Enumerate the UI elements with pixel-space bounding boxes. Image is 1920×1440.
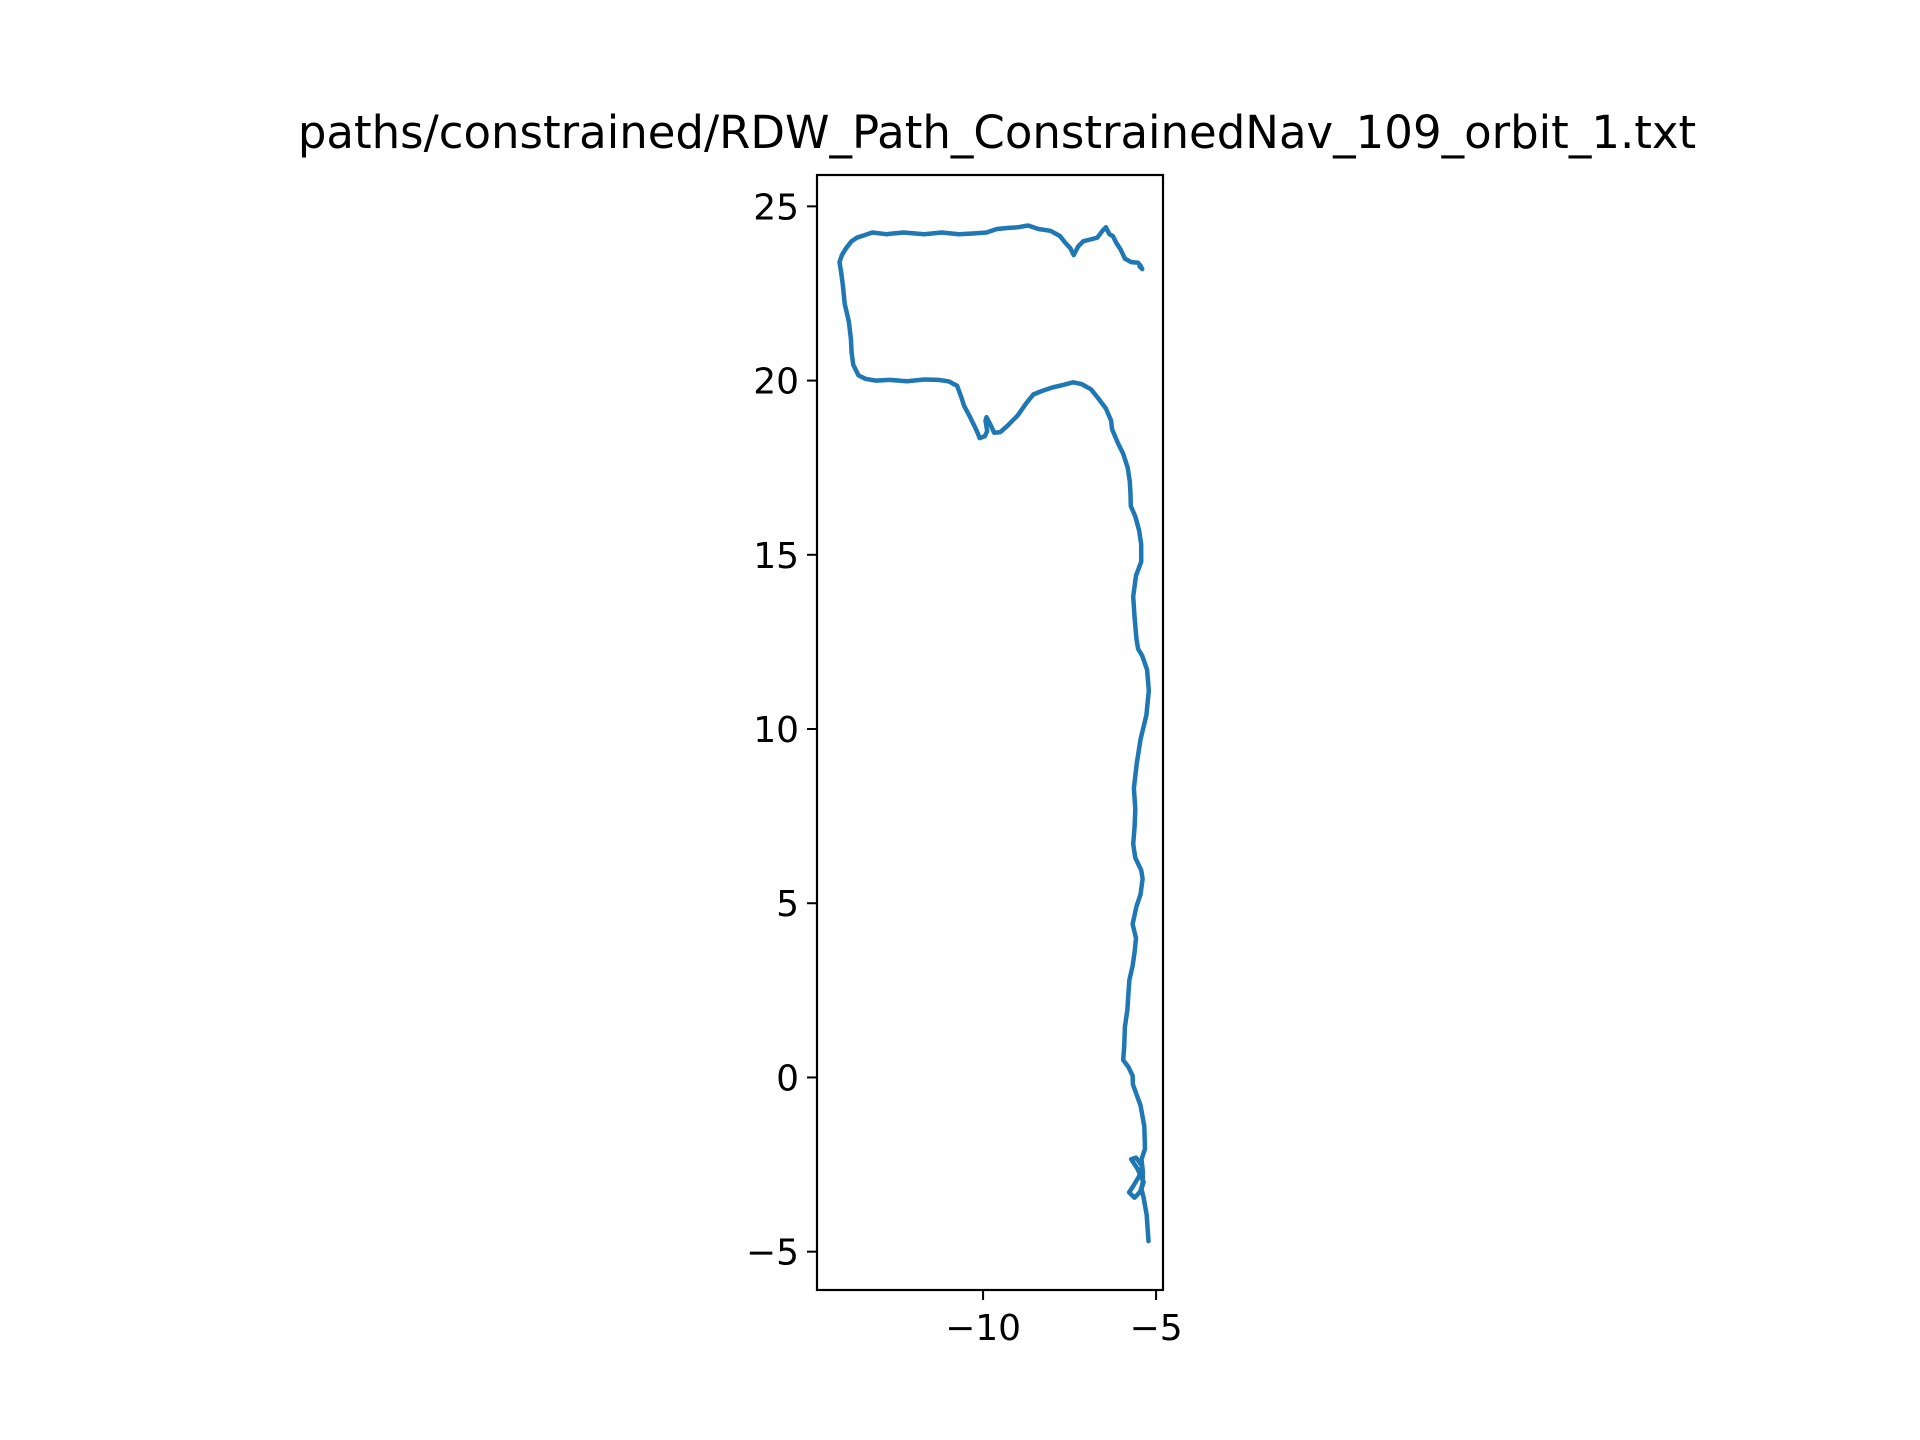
x-tick-label: −5 xyxy=(1130,1308,1183,1349)
trajectory-line xyxy=(837,223,1152,1244)
y-tick-label: 20 xyxy=(753,362,799,403)
y-tick-label: −5 xyxy=(746,1233,799,1274)
y-tick-label: 10 xyxy=(753,710,799,751)
axes-frame xyxy=(815,173,1165,1292)
y-tick-label: 5 xyxy=(776,884,799,925)
chart-title: paths/constrained/RDW_Path_ConstrainedNa… xyxy=(298,106,1696,159)
x-axis: −10 −5 xyxy=(945,1290,1183,1349)
y-axis: −5 0 5 10 15 20 25 xyxy=(746,187,817,1274)
x-tick-label: −10 xyxy=(945,1308,1021,1349)
plot-area xyxy=(837,223,1152,1244)
y-tick-label: 0 xyxy=(776,1058,799,1099)
y-tick-label: 25 xyxy=(753,187,799,228)
y-tick-label: 15 xyxy=(753,536,799,577)
